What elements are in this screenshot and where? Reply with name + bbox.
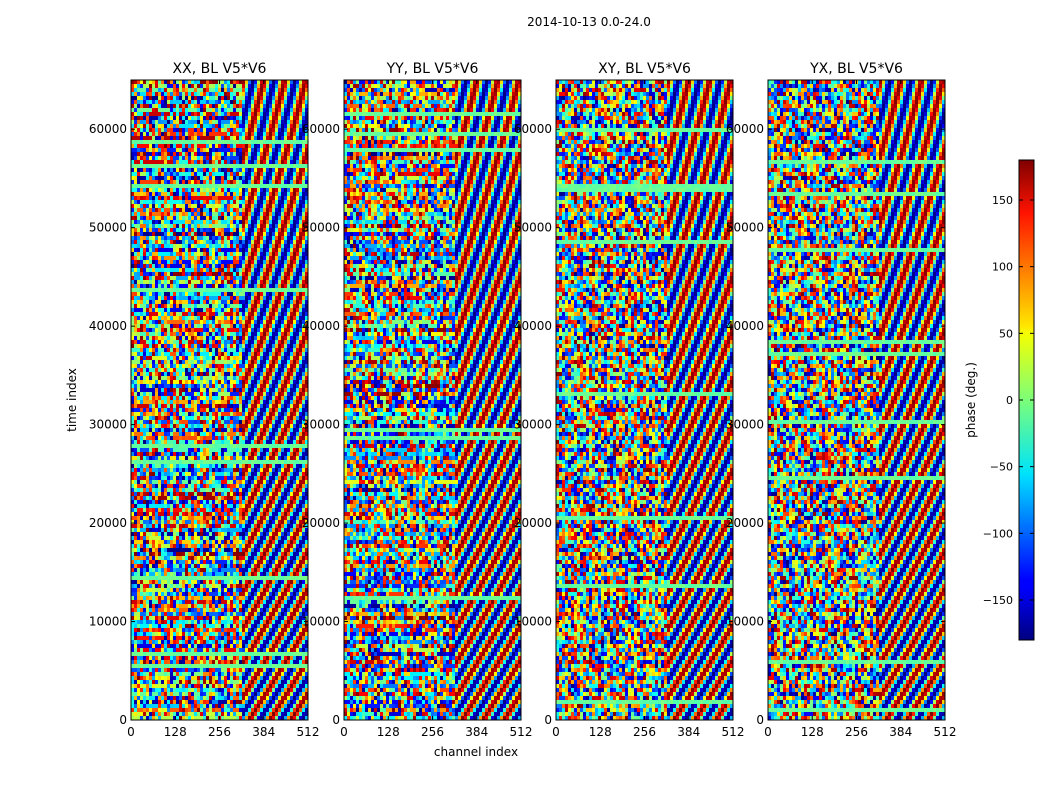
y-tick-label: 20000	[89, 516, 127, 530]
colorbar-label: phase (deg.)	[964, 362, 978, 438]
x-tick-label: 384	[889, 725, 912, 739]
y-tick-label: 60000	[726, 122, 764, 136]
y-tick-label: 10000	[302, 615, 340, 629]
colorbar-ticks: 150 100 50 0 −50 −100 −150	[983, 194, 1034, 607]
heatmap-image	[556, 80, 733, 720]
x-tick-label: 256	[845, 725, 868, 739]
x-tick-label: 512	[297, 725, 320, 739]
y-tick-label: 30000	[514, 418, 552, 432]
y-tick-label: 30000	[89, 418, 127, 432]
y-tick-label: 50000	[514, 221, 552, 235]
figure-suptitle: 2014-10-13 0.0-24.0	[527, 15, 651, 29]
y-tick-label: 40000	[514, 319, 552, 333]
y-tick-label: 20000	[302, 516, 340, 530]
y-tick-label: 30000	[726, 418, 764, 432]
y-tick-label: 40000	[726, 319, 764, 333]
x-tick-label: 512	[722, 725, 745, 739]
y-tick-label: 20000	[514, 516, 552, 530]
colorbar-tick-label: −50	[990, 461, 1013, 474]
panel-4: YX, BL V5*V6 0 128 256 384 512 0 10000 20000 3000…	[726, 61, 957, 739]
x-tick-label: 0	[127, 725, 135, 739]
panel-title: XX, BL V5*V6	[173, 61, 267, 77]
heatmap-panels: XX, BL V5*V6 0 128 256 384 512 0 10000 20000 3000…	[89, 61, 957, 739]
panel-title: YX, BL V5*V6	[809, 61, 903, 77]
x-axis-label: channel index	[434, 745, 518, 759]
panel-title: XY, BL V5*V6	[598, 61, 691, 77]
x-tick-label: 384	[677, 725, 700, 739]
x-tick-label: 0	[552, 725, 560, 739]
y-tick-label: 40000	[89, 319, 127, 333]
colorbar-tick-label: −150	[983, 594, 1013, 607]
y-tick-label: 60000	[302, 122, 340, 136]
y-tick-label: 0	[756, 713, 764, 727]
x-tick-label: 512	[510, 725, 533, 739]
y-tick-label: 10000	[514, 615, 552, 629]
y-tick-label: 0	[332, 713, 340, 727]
y-tick-label: 50000	[302, 221, 340, 235]
panel-3: XY, BL V5*V6 0 128 256 384 512 0 10000 20000 3000…	[514, 61, 745, 739]
x-tick-label: 0	[340, 725, 348, 739]
y-tick-label: 30000	[302, 418, 340, 432]
colorbar-tick-label: 0	[1006, 394, 1013, 407]
x-tick-label: 0	[764, 725, 772, 739]
y-tick-label: 0	[119, 713, 127, 727]
panel-2: YY, BL V5*V6 0 128 256 384 512 0 10000 20000 3000…	[302, 61, 533, 739]
y-axis-label: time index	[65, 368, 79, 432]
colorbar: 150 100 50 0 −50 −100 −150 phase (deg.)	[964, 159, 1035, 641]
x-tick-label: 256	[633, 725, 656, 739]
x-tick-label: 384	[252, 725, 275, 739]
y-tick-label: 20000	[726, 516, 764, 530]
x-tick-label: 128	[801, 725, 824, 739]
y-tick-label: 0	[544, 713, 552, 727]
y-tick-label: 50000	[726, 221, 764, 235]
y-tick-label: 60000	[514, 122, 552, 136]
colorbar-tick-label: 150	[992, 194, 1013, 207]
y-tick-label: 60000	[89, 122, 127, 136]
panel-title: YY, BL V5*V6	[386, 61, 479, 77]
x-tick-label: 128	[164, 725, 187, 739]
y-tick-label: 40000	[302, 319, 340, 333]
x-tick-label: 256	[421, 725, 444, 739]
y-tick-label: 10000	[726, 615, 764, 629]
x-tick-label: 128	[589, 725, 612, 739]
colorbar-tick-label: 50	[999, 327, 1013, 340]
x-tick-label: 384	[465, 725, 488, 739]
heatmap-image	[344, 80, 521, 720]
x-tick-label: 256	[208, 725, 231, 739]
y-tick-label: 10000	[89, 615, 127, 629]
colorbar-tick-label: 100	[992, 261, 1013, 274]
colorbar-tick-label: −100	[983, 527, 1013, 540]
heatmap-image	[131, 80, 308, 720]
y-tick-label: 50000	[89, 221, 127, 235]
x-tick-label: 128	[377, 725, 400, 739]
panel-1: XX, BL V5*V6 0 128 256 384 512 0 10000 20000 3000…	[89, 61, 320, 739]
heatmap-image	[768, 80, 945, 720]
x-tick-label: 512	[934, 725, 957, 739]
